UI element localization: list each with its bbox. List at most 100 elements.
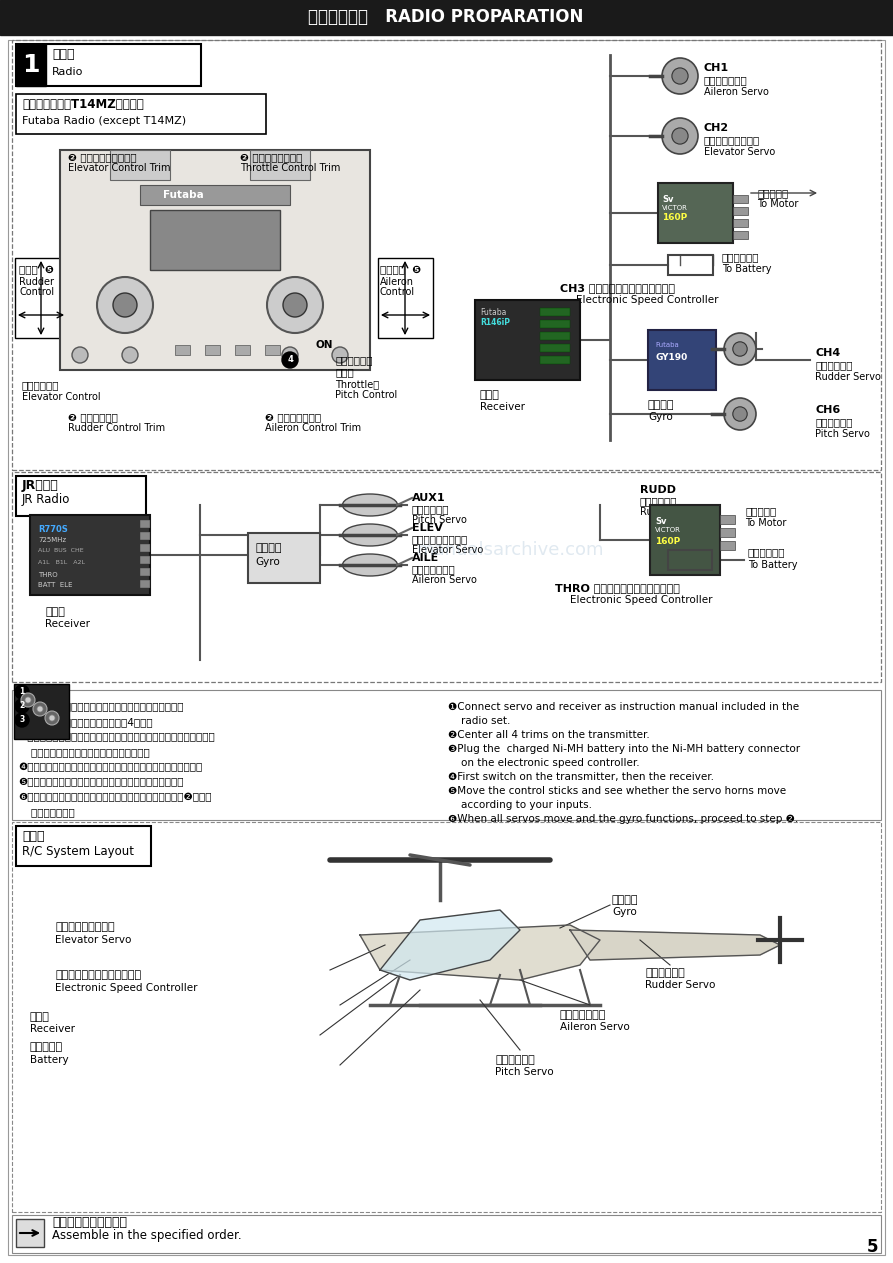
Text: manualsarchive.com: manualsarchive.com (416, 541, 604, 560)
Text: フタバの場合（T14MZを除く）: フタバの場合（T14MZを除く） (22, 97, 144, 110)
Text: R/C System Layout: R/C System Layout (22, 845, 134, 858)
Circle shape (672, 68, 689, 85)
Text: ラダーサーボ: ラダーサーボ (640, 496, 678, 506)
Text: To Battery: To Battery (722, 264, 772, 274)
Text: ❷ ラダートリム: ❷ ラダートリム (68, 412, 118, 422)
Text: ALU  BUS  CHE: ALU BUS CHE (38, 548, 84, 553)
Text: プロボの準備   RADIO PROPARATION: プロボの準備 RADIO PROPARATION (308, 8, 584, 27)
Text: 3: 3 (20, 716, 25, 725)
Text: CH1: CH1 (704, 63, 729, 73)
Text: ❺Move the control sticks and see whether the servo horns move: ❺Move the control sticks and see whether… (448, 786, 786, 796)
Bar (540, 332, 570, 340)
Text: ❸充電してあるニッケル水素バッテリーを、スピードコントロールア: ❸充電してあるニッケル水素バッテリーを、スピードコントロールア (18, 733, 214, 741)
Text: Elevator Control: Elevator Control (22, 392, 101, 402)
Text: A1L   B1L   A2L: A1L B1L A2L (38, 560, 85, 565)
Bar (720, 541, 735, 549)
Text: 725MHz: 725MHz (38, 537, 66, 543)
Text: エレベーターサーボ: エレベーターサーボ (412, 534, 468, 544)
Text: JRの場合: JRの場合 (22, 480, 59, 493)
Bar (12, 1215, 881, 1253)
Text: Control: Control (19, 287, 54, 297)
Text: Sv: Sv (662, 195, 673, 205)
Text: 2: 2 (20, 701, 25, 711)
Text: Pitch Control: Pitch Control (335, 390, 397, 400)
Bar (540, 344, 570, 352)
Bar (16, 93, 266, 134)
Bar (733, 218, 748, 227)
Text: Aileron Servo: Aileron Servo (704, 87, 769, 97)
Circle shape (21, 693, 35, 707)
Text: Control: Control (380, 287, 415, 297)
Text: Pitch Servo: Pitch Servo (495, 1067, 554, 1077)
Text: VICTOR: VICTOR (655, 527, 680, 533)
Text: AILE: AILE (412, 553, 439, 563)
Text: 5: 5 (866, 1238, 878, 1255)
Text: ピッチ: ピッチ (335, 368, 354, 376)
Text: Battery: Battery (30, 1055, 69, 1065)
Text: 160P: 160P (662, 213, 688, 222)
Text: ジャイロ: ジャイロ (255, 543, 281, 553)
Text: 160P: 160P (655, 537, 680, 546)
Circle shape (672, 128, 689, 144)
Text: 番号の順に組立てる。: 番号の順に組立てる。 (52, 1215, 127, 1229)
Text: on the electronic speed controller.: on the electronic speed controller. (448, 758, 639, 768)
Bar (0, 0, 893, 4)
Bar (15, 258, 67, 338)
Circle shape (332, 347, 348, 362)
Text: Pitch Servo: Pitch Servo (412, 515, 467, 525)
Bar (250, 150, 310, 181)
Bar (16, 44, 46, 86)
Circle shape (733, 342, 747, 356)
Ellipse shape (343, 524, 397, 546)
Text: ELEV: ELEV (412, 523, 443, 533)
Bar (12, 822, 881, 1212)
Text: VICTOR: VICTOR (662, 205, 688, 211)
Text: ラダーサーボ: ラダーサーボ (815, 360, 853, 370)
Bar (16, 44, 201, 86)
Text: エレベーター: エレベーター (22, 380, 60, 390)
Bar (140, 520, 150, 528)
Bar (0, 0, 893, 35)
Text: CH6: CH6 (815, 405, 840, 416)
Bar (650, 505, 720, 575)
Text: ❷送信機の各トリムを中立にする。（4ヶ所）: ❷送信機の各トリムを中立にする。（4ヶ所） (18, 717, 153, 727)
Text: R146iP: R146iP (480, 318, 510, 327)
Text: スロットル・: スロットル・ (335, 355, 372, 365)
Text: 受信機: 受信機 (480, 390, 500, 400)
Bar (140, 580, 150, 589)
Text: ❸Plug the  charged Ni-MH battery into the Ni-MH battery connector: ❸Plug the charged Ni-MH battery into the… (448, 744, 800, 754)
Text: Gyro: Gyro (612, 907, 637, 917)
Bar (378, 258, 433, 338)
Text: Aileron: Aileron (380, 277, 414, 287)
Text: Rudder Servo: Rudder Servo (640, 506, 705, 517)
Text: Elevator Control Trim: Elevator Control Trim (68, 163, 171, 173)
Ellipse shape (343, 494, 397, 517)
Bar (140, 184, 290, 205)
Text: ラダーサーボ: ラダーサーボ (645, 967, 685, 978)
Circle shape (33, 702, 47, 716)
Text: Elevator Servo: Elevator Servo (412, 546, 483, 554)
Text: モーターへ: モーターへ (745, 506, 776, 517)
Text: 配置図: 配置図 (22, 830, 45, 842)
Text: ❷ スロットルトリム: ❷ スロットルトリム (240, 152, 303, 162)
Text: Receiver: Receiver (480, 402, 525, 412)
Circle shape (733, 407, 747, 421)
Text: ❺各スティックを動かし、サーボの動作をチェックする。: ❺各スティックを動かし、サーボの動作をチェックする。 (18, 777, 183, 787)
Text: ジャイロ: ジャイロ (612, 895, 638, 906)
Text: Rudder Servo: Rudder Servo (815, 373, 880, 381)
Text: CH3 スピードコントロールアンプ: CH3 スピードコントロールアンプ (560, 283, 675, 293)
Text: ❹送信機のスイッチを入れてから、受信機のスイッチを入れる。: ❹送信機のスイッチを入れてから、受信機のスイッチを入れる。 (18, 762, 202, 772)
Bar (475, 301, 580, 380)
Bar (16, 826, 151, 866)
Text: Rudder Servo: Rudder Servo (645, 980, 715, 990)
Bar (140, 544, 150, 552)
Text: バッテリーへ: バッテリーへ (722, 253, 760, 261)
Text: 1: 1 (20, 687, 25, 696)
Text: んでください。: んでください。 (18, 807, 75, 817)
Text: Receiver: Receiver (45, 619, 90, 629)
Circle shape (72, 347, 88, 362)
Bar (175, 345, 190, 355)
Bar (150, 210, 280, 270)
Text: Electronic Speed Controller: Electronic Speed Controller (576, 296, 719, 304)
Text: ❻When all servos move and the gyro functions, proceed to step ❷.: ❻When all servos move and the gyro funct… (448, 813, 798, 823)
